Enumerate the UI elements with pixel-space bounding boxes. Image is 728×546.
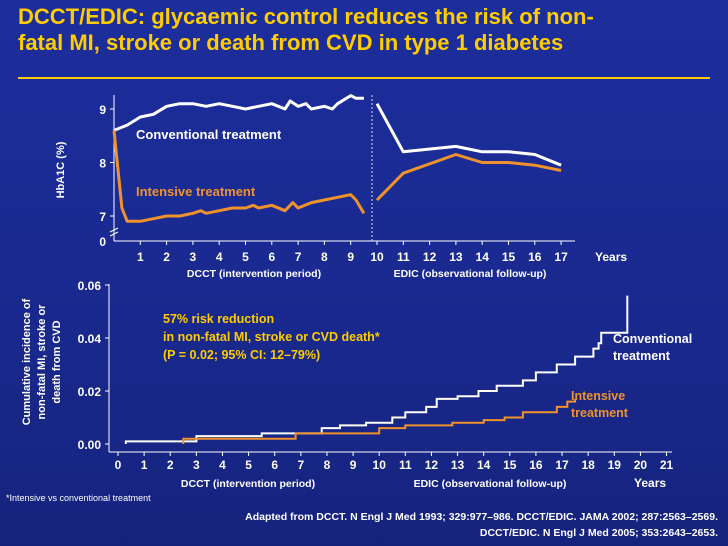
top-x-tick-label: 4: [216, 250, 223, 264]
bottom-x-tick-label: 8: [324, 458, 331, 472]
bottom-x-tick-label: 13: [451, 458, 465, 472]
bottom-y-tick-label: 0.04: [78, 332, 102, 346]
annotation-line-1: 57% risk reduction: [163, 312, 274, 326]
bottom-edic-period-label: EDIC (observational follow-up): [414, 478, 567, 490]
bottom-x-tick-label: 7: [297, 458, 304, 472]
intensive-hba1c-dcct-line: [112, 130, 366, 223]
bottom-x-tick-label: 17: [555, 458, 569, 472]
bottom-x-tick-label: 1: [141, 458, 148, 472]
bottom-legend-intensive-line-1: Intensive: [571, 389, 625, 403]
title-underline: [18, 77, 710, 79]
top-x-tick-label: 12: [423, 250, 437, 264]
source-citation: Adapted from DCCT. N Engl J Med 1993; 32…: [158, 509, 718, 541]
bottom-x-tick-label: 16: [529, 458, 543, 472]
bottom-y-tick-label: 0.02: [78, 385, 102, 399]
top-x-tick-label: 7: [295, 250, 302, 264]
bottom-x-tick-label: 2: [167, 458, 174, 472]
bottom-legend-conventional-line-1: Conventional: [613, 332, 692, 346]
top-x-tick-label: 3: [190, 250, 197, 264]
top-x-tick-label: 8: [321, 250, 328, 264]
top-x-tick-label: 9: [347, 250, 354, 264]
bottom-x-tick-label: 12: [425, 458, 439, 472]
bottom-x-tick-label: 15: [503, 458, 517, 472]
bottom-dcct-period-label: DCCT (intervention period): [181, 478, 315, 490]
annotation-line-2: in non-fatal MI, stroke or CVD death*: [163, 330, 380, 344]
bottom-y-axis-label-line: non-fatal MI, stroke or: [36, 304, 48, 420]
bottom-x-tick-label: 4: [219, 458, 226, 472]
bottom-y-tick-label: 0.00: [78, 438, 102, 452]
bottom-x-tick-label: 20: [634, 458, 648, 472]
top-axis-break-mark: [109, 227, 119, 237]
top-x-tick-label: 17: [554, 250, 568, 264]
top-y-tick-label: 8: [99, 157, 106, 171]
top-x-unit-label: Years: [595, 250, 627, 264]
footnote: *Intensive vs conventional treatment: [6, 493, 151, 503]
top-legend-intensive: Intensive treatment: [136, 184, 256, 199]
top-x-tick-label: 6: [268, 250, 275, 264]
top-y-tick-label: 9: [99, 103, 106, 117]
top-y-tick-label: 7: [99, 210, 106, 224]
intensive-incidence-step-line: [182, 398, 577, 444]
conventional-hba1c-edic-line: [375, 102, 562, 167]
bottom-legend-intensive-line-2: treatment: [571, 406, 629, 420]
top-x-tick-label: 14: [476, 250, 490, 264]
bottom-x-tick-label: 3: [193, 458, 200, 472]
top-x-tick-label: 11: [397, 250, 410, 264]
top-x-tick-label: 5: [242, 250, 249, 264]
bottom-y-axis-label-line: death from CVD: [51, 320, 63, 403]
bottom-x-tick-label: 11: [399, 458, 412, 472]
bottom-x-tick-label: 14: [477, 458, 491, 472]
top-x-tick-label: 15: [502, 250, 516, 264]
source-line-2: DCCT/EDIC. N Engl J Med 2005; 353:2643–2…: [479, 527, 718, 539]
bottom-x-tick-label: 18: [581, 458, 595, 472]
bottom-y-tick-label: 0.06: [78, 279, 102, 293]
slide-title: DCCT/EDIC: glycaemic control reduces the…: [18, 4, 594, 55]
bottom-x-tick-label: 5: [245, 458, 252, 472]
source-line-1: Adapted from DCCT. N Engl J Med 1993; 32…: [245, 511, 718, 523]
top-edic-period-label: EDIC (observational follow-up): [394, 268, 547, 280]
top-x-tick-label: 13: [449, 250, 463, 264]
intensive-hba1c-edic-line: [375, 153, 562, 202]
top-x-tick-label: 10: [370, 250, 384, 264]
top-x-tick-label: 16: [528, 250, 542, 264]
conventional-hba1c-dcct-line: [113, 94, 364, 132]
bottom-x-tick-label: 6: [271, 458, 278, 472]
top-x-tick-label: 1: [137, 250, 144, 264]
top-dcct-period-label: DCCT (intervention period): [187, 268, 321, 280]
bottom-x-tick-label: 9: [350, 458, 357, 472]
annotation-line-3: (P = 0.02; 95% CI: 12–79%): [163, 348, 320, 362]
top-x-tick-label: 2: [163, 250, 170, 264]
top-y-tick-label: 0: [99, 235, 106, 249]
bottom-x-tick-label: 10: [373, 458, 387, 472]
top-legend-conventional: Conventional treatment: [136, 127, 282, 142]
bottom-x-unit-label: Years: [634, 476, 666, 490]
bottom-x-tick-label: 19: [608, 458, 622, 472]
bottom-y-axis-label-line: Cumulative incidence of: [21, 298, 33, 425]
bottom-legend-conventional-line-2: treatment: [613, 349, 671, 363]
conventional-incidence-step-line: [124, 295, 629, 444]
bottom-x-tick-label: 21: [660, 458, 674, 472]
bottom-x-tick-label: 0: [115, 458, 122, 472]
top-y-axis-label: HbA1C (%): [55, 141, 67, 198]
